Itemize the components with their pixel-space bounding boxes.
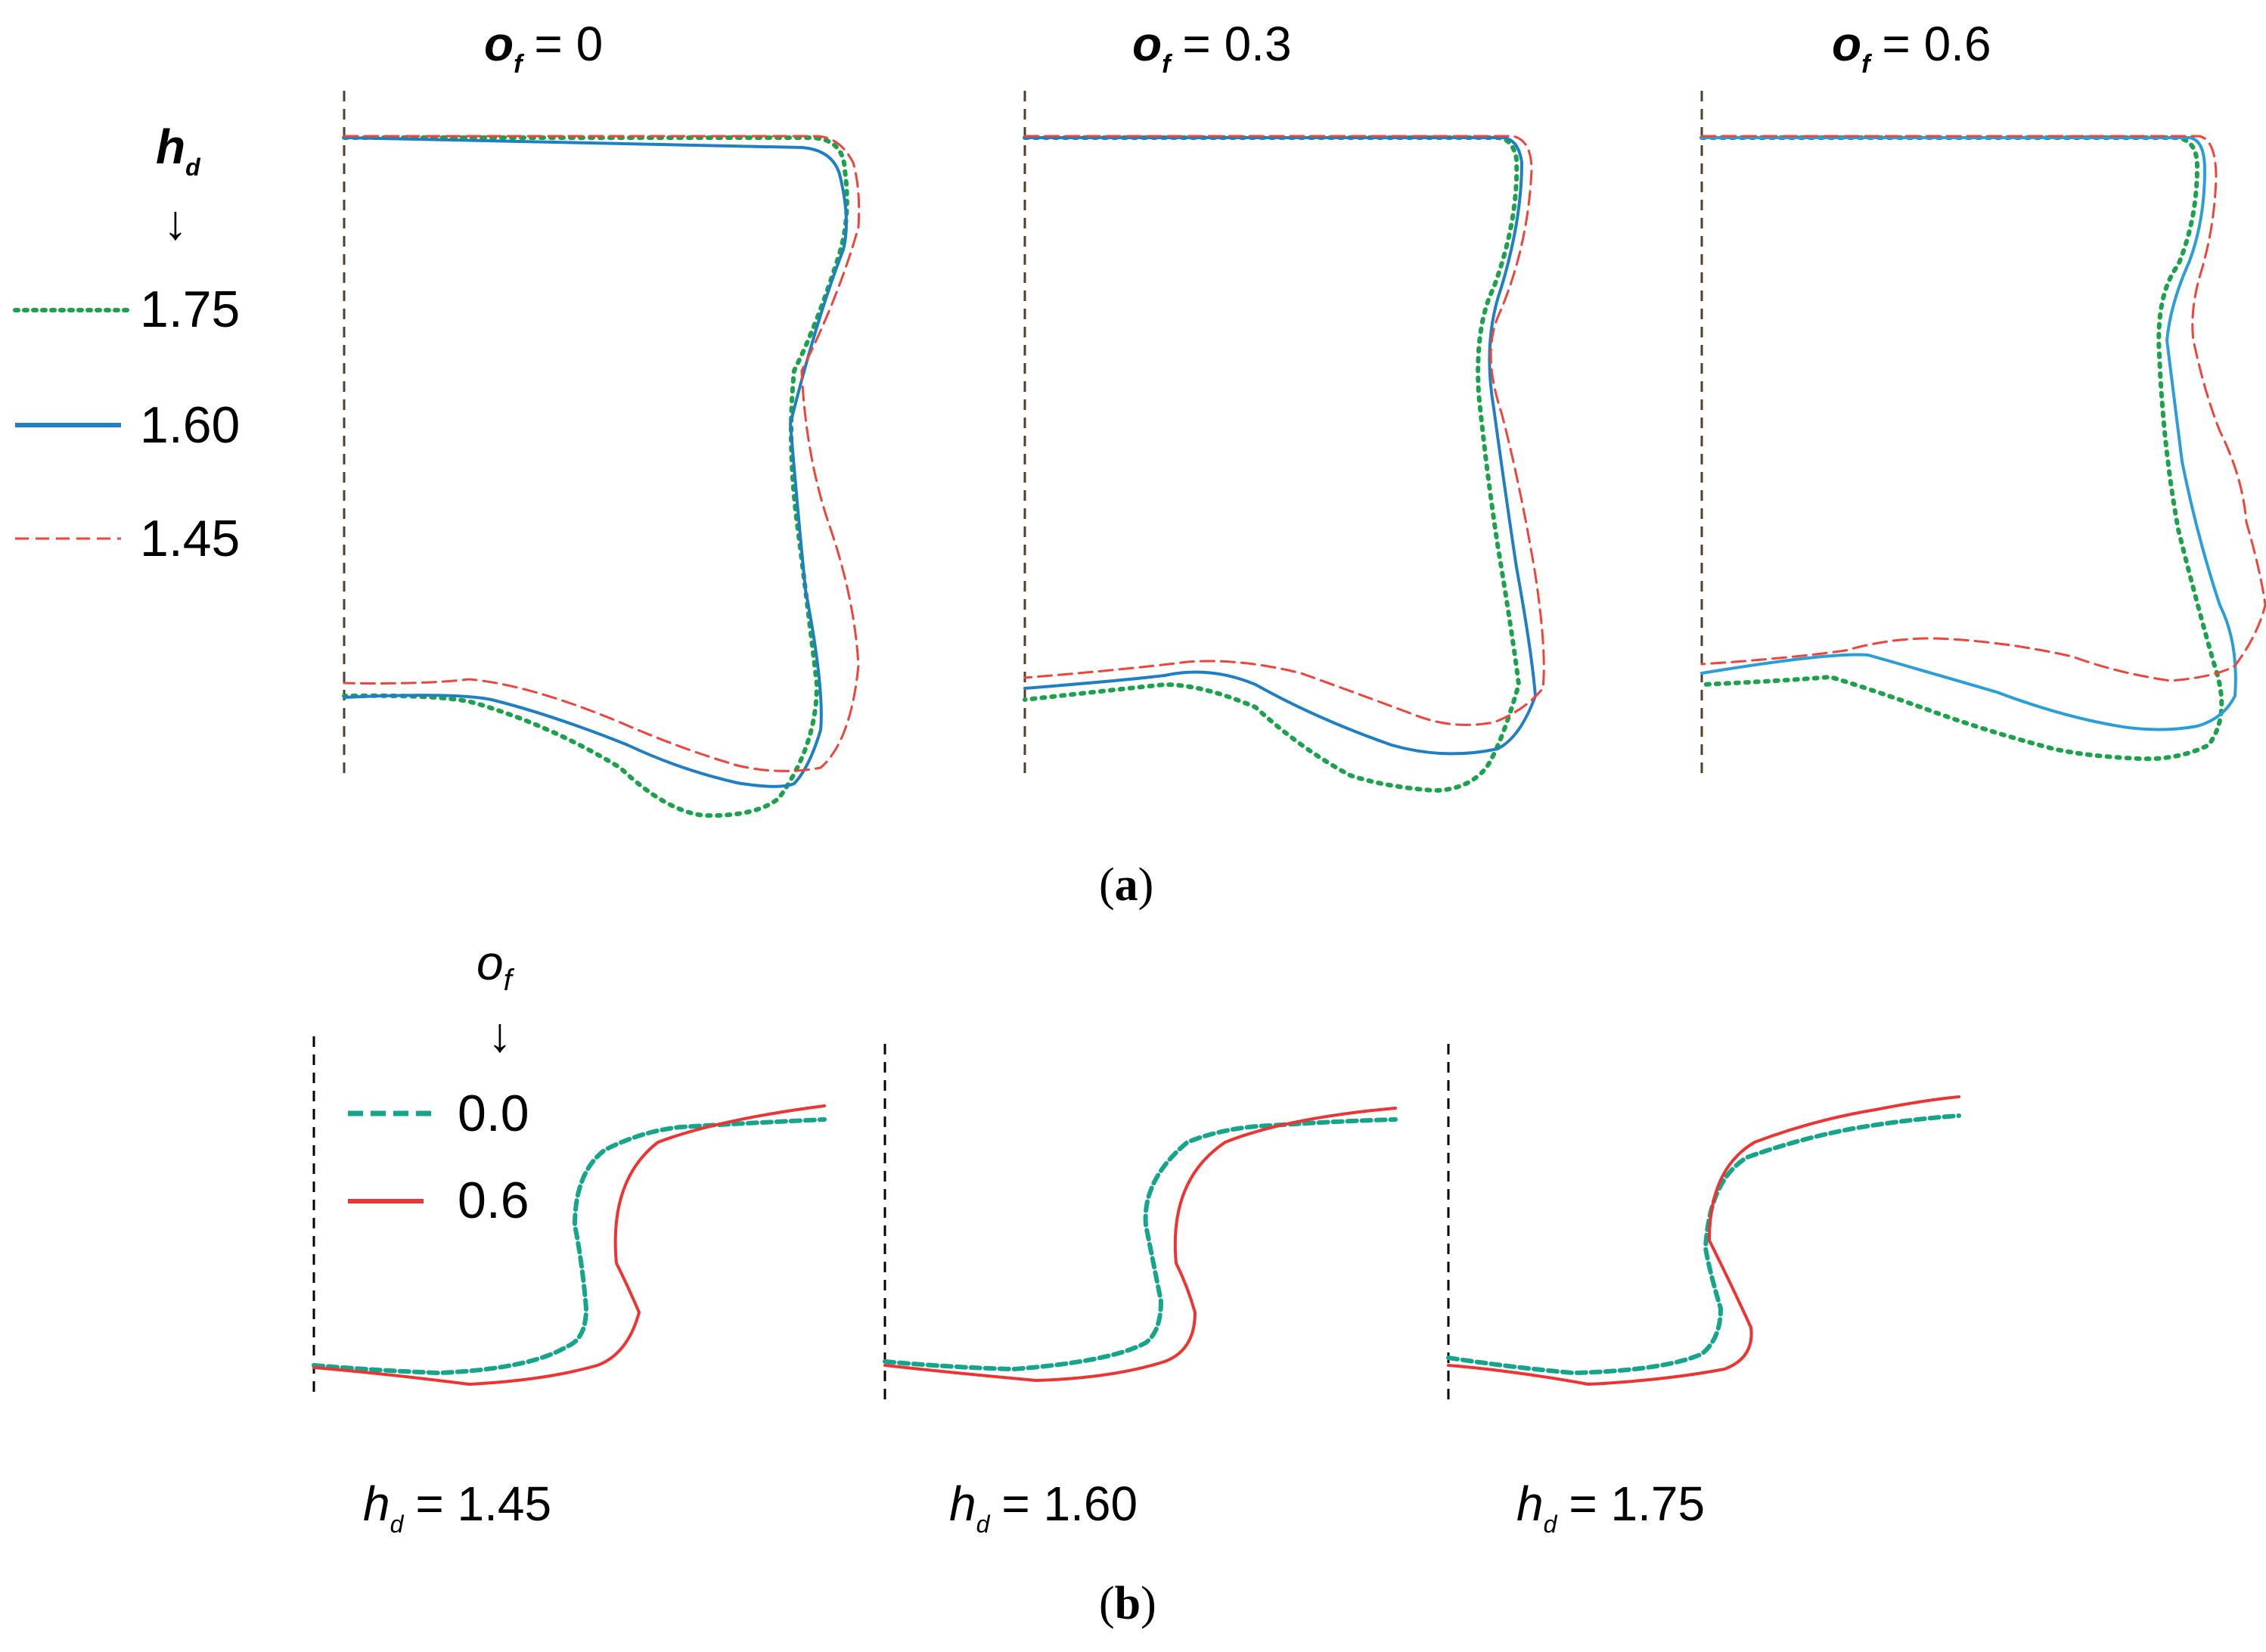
panel-b2-curve-00: [883, 1117, 1398, 1371]
legend-b-label-06: 0.6: [458, 1172, 529, 1229]
legend-a-arrow-icon: ↓: [163, 195, 188, 250]
panel-a2-title: of = 0.3: [1132, 17, 1292, 79]
panel-b3-curve-00: [1446, 1113, 1961, 1375]
panel-b2-curve-06: [883, 1107, 1397, 1382]
legend-a-label-145: 1.45: [140, 510, 240, 567]
panel-a2-curve-145: [1023, 135, 1545, 726]
panel-a1-curve-160: [343, 136, 848, 788]
panel-b1: [312, 1036, 827, 1399]
panel-a2-curve-160: [1023, 136, 1537, 756]
legend-b-arrow-icon: ↓: [488, 1008, 512, 1062]
panel-b2-label: hd = 1.60: [949, 1477, 1138, 1538]
panel-a1-title: of = 0: [484, 17, 603, 79]
panel-a3-curve-145: [1700, 135, 2266, 682]
panel-a3-curve-160: [1700, 136, 2237, 731]
panel-b2: [883, 1044, 1398, 1399]
panel-a1: [342, 91, 861, 818]
legend-a-title: hd: [156, 120, 201, 181]
panel-a2: [1023, 91, 1545, 793]
legend-b: of ↓ 0.0 0.6: [348, 936, 529, 1229]
panel-b3-curve-06: [1447, 1095, 1960, 1386]
legend-a-label-175: 1.75: [140, 281, 240, 338]
panel-b3-label: hd = 1.75: [1516, 1477, 1705, 1538]
panel-b1-curve-00: [312, 1117, 827, 1375]
caption-b: (b): [1099, 1578, 1156, 1629]
panel-b1-curve-06: [312, 1104, 826, 1386]
panel-b1-label: hd = 1.45: [363, 1477, 551, 1538]
legend-b-title: of: [476, 936, 515, 997]
panel-a3-curve-175: [1700, 135, 2224, 762]
panel-a3-title: of = 0.6: [1832, 17, 1991, 79]
legend-a-label-160: 1.60: [140, 396, 240, 454]
legend-a: hd ↓ 1.75 1.60 1.45: [13, 120, 240, 567]
legend-b-label-00: 0.0: [458, 1085, 529, 1142]
caption-a: (a): [1099, 859, 1153, 911]
panel-a3: [1700, 91, 2266, 775]
panel-a1-curve-145: [343, 135, 861, 772]
panel-b3: [1446, 1044, 1961, 1399]
panel-a1-curve-175: [342, 135, 849, 818]
